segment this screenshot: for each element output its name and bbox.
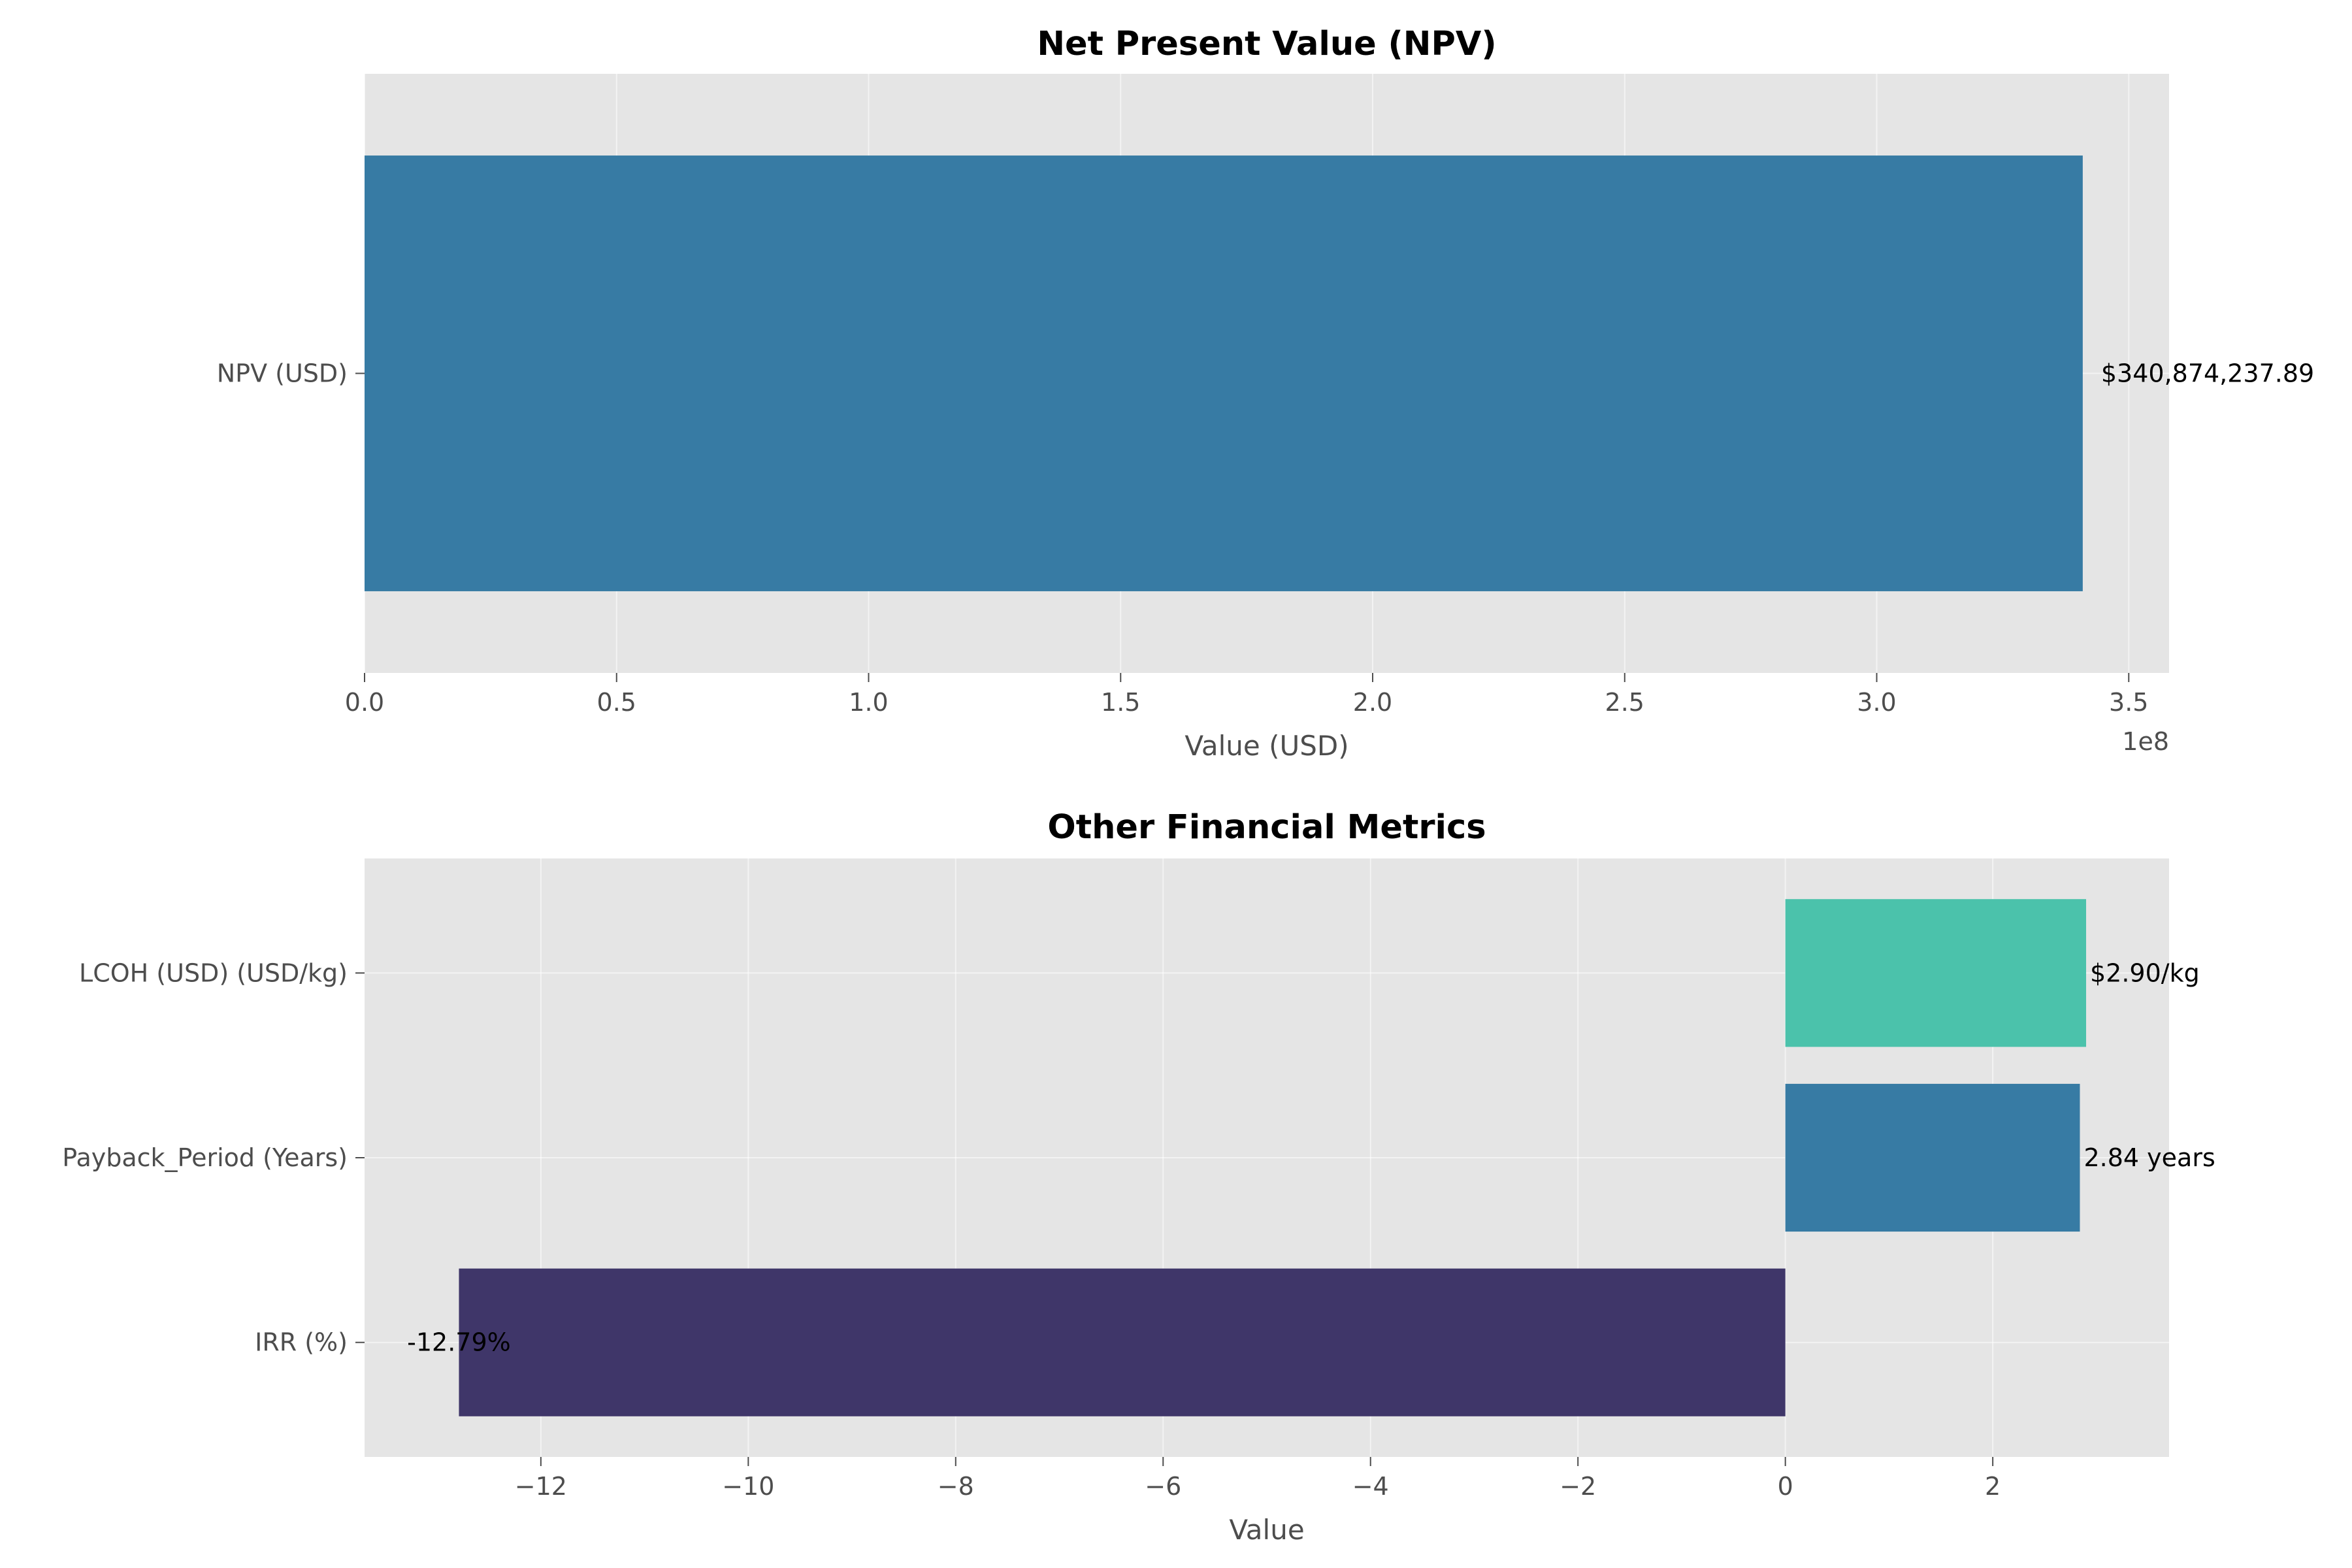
other-metrics-y-ticks: IRR (%) Payback_Period (Years) LCOH (USD) … bbox=[62, 958, 365, 1357]
other-metrics-chart-panel: −12 −10 −8 −6 −4 −2 0 2 IRR (%) Payback_Period (… bbox=[62, 808, 2215, 1546]
other-metrics-data-labels: -12.79% 2.84 years $2.90/kg bbox=[407, 958, 2215, 1356]
x-tick-label: 1.5 bbox=[1101, 688, 1140, 717]
x-tick-label: −12 bbox=[515, 1472, 567, 1501]
data-label: $340,874,237.89 bbox=[2101, 359, 2314, 388]
x-tick-label: −6 bbox=[1145, 1472, 1181, 1501]
metric-bar bbox=[1785, 899, 2087, 1047]
y-tick-label: LCOH (USD) (USD/kg) bbox=[79, 958, 348, 987]
other-metrics-bars bbox=[459, 899, 2087, 1416]
x-tick-label: −10 bbox=[722, 1472, 774, 1501]
other-metrics-chart-title: Other Financial Metrics bbox=[1047, 808, 1486, 847]
npv-x-ticks: 0.0 0.5 1.0 1.5 2.0 2.5 3.0 3.5 bbox=[345, 673, 2148, 717]
x-tick-label: −2 bbox=[1560, 1472, 1596, 1501]
x-tick-label: −4 bbox=[1352, 1472, 1389, 1501]
npv-x-axis-label: Value (USD) bbox=[1184, 730, 1348, 762]
y-tick-label: NPV (USD) bbox=[217, 359, 348, 388]
x-tick-label: −8 bbox=[938, 1472, 974, 1501]
npv-bars bbox=[365, 155, 2083, 591]
x-tick-label: 0.5 bbox=[597, 688, 636, 717]
npv-chart-title: Net Present Value (NPV) bbox=[1037, 25, 1496, 63]
npv-x-offset-label: 1e8 bbox=[2122, 727, 2169, 756]
data-label: -12.79% bbox=[407, 1328, 511, 1357]
other-metrics-x-ticks: −12 −10 −8 −6 −4 −2 0 2 bbox=[515, 1457, 2001, 1501]
x-tick-label: 3.5 bbox=[2109, 688, 2148, 717]
npv-data-labels: $340,874,237.89 bbox=[2101, 359, 2314, 388]
data-label: $2.90/kg bbox=[2090, 958, 2200, 987]
metric-bar bbox=[1785, 1083, 2080, 1232]
x-tick-label: 2.5 bbox=[1605, 688, 1644, 717]
npv-chart-panel: 0.0 0.5 1.0 1.5 2.0 2.5 3.0 3.5 NPV (USD) $340,… bbox=[217, 25, 2314, 762]
y-tick-label: Payback_Period (Years) bbox=[62, 1143, 348, 1172]
x-tick-label: 2.0 bbox=[1353, 688, 1392, 717]
other-metrics-x-axis-label: Value bbox=[1229, 1514, 1304, 1546]
x-tick-label: 1.0 bbox=[849, 688, 888, 717]
x-tick-label: 0 bbox=[1778, 1472, 1793, 1501]
y-tick-label: IRR (%) bbox=[255, 1328, 348, 1357]
npv-bar bbox=[365, 155, 2083, 591]
data-label: 2.84 years bbox=[2083, 1143, 2215, 1172]
x-tick-label: 2 bbox=[1985, 1472, 2001, 1501]
metric-bar bbox=[459, 1268, 1786, 1416]
x-tick-label: 3.0 bbox=[1857, 688, 1896, 717]
x-tick-label: 0.0 bbox=[345, 688, 384, 717]
npv-y-ticks: NPV (USD) bbox=[217, 359, 365, 388]
